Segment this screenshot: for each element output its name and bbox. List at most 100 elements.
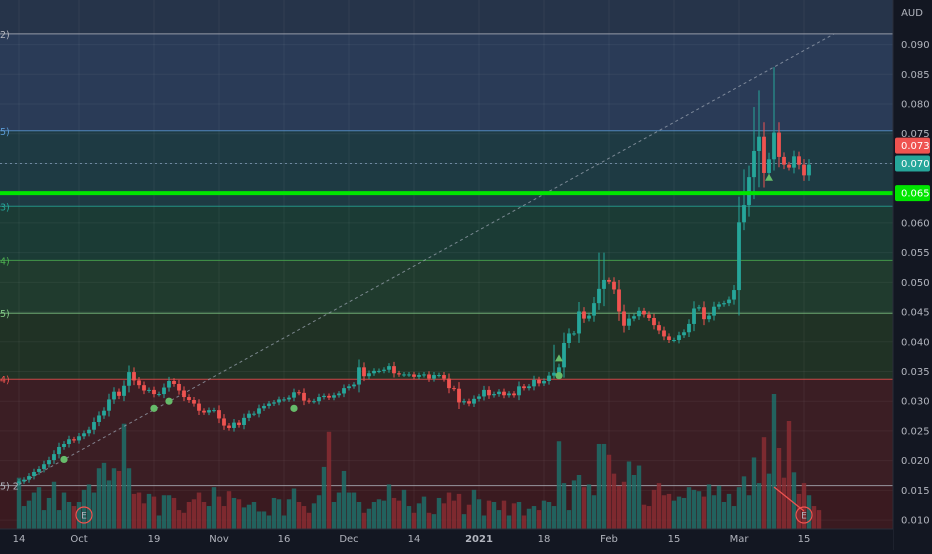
candle: [722, 300, 726, 307]
candle: [717, 301, 721, 310]
candle-body: [382, 369, 386, 371]
candle: [342, 384, 346, 398]
candle: [262, 403, 266, 411]
volume-bar: [661, 495, 667, 529]
candle-body: [142, 385, 146, 391]
candle: [807, 159, 811, 181]
candle-body: [722, 303, 726, 305]
volume-bar: [46, 497, 52, 529]
candle-body: [352, 384, 356, 387]
x-tick-label: Feb: [600, 534, 618, 545]
candle-body: [747, 177, 751, 206]
candle: [652, 313, 656, 330]
candle: [702, 301, 706, 326]
candle: [627, 314, 631, 331]
volume-bar: [436, 497, 442, 529]
candle: [507, 391, 511, 398]
volume-bar: [266, 515, 272, 529]
volume-bar: [171, 497, 177, 529]
candle: [267, 400, 271, 409]
candle-body: [617, 289, 621, 312]
candle-body: [272, 402, 276, 404]
candle-body: [772, 132, 776, 160]
candle-body: [762, 136, 766, 173]
volume-bar: [86, 484, 92, 529]
candle: [32, 468, 36, 480]
volume-bar: [656, 483, 662, 529]
candle: [502, 388, 506, 399]
candle-body: [182, 390, 186, 398]
candle: [567, 328, 571, 349]
candle: [107, 393, 111, 417]
volume-bar: [641, 504, 647, 529]
y-tick-label: 0.020: [901, 456, 930, 467]
volume-bar: [731, 506, 737, 529]
x-tick-label: Oct: [70, 534, 87, 545]
candle: [447, 373, 451, 394]
candle-body: [247, 413, 251, 418]
candle: [562, 332, 566, 378]
volume-bar: [541, 500, 547, 529]
candle-body: [117, 391, 121, 396]
volume-bar: [766, 473, 772, 529]
volume-bar: [36, 487, 42, 529]
volume-bar: [711, 495, 717, 529]
candle: [192, 396, 196, 407]
signal-circle: [165, 397, 173, 405]
candle: [147, 387, 151, 393]
volume-bar: [546, 502, 552, 529]
fib-band: [0, 379, 893, 486]
candle: [802, 159, 806, 181]
candle-body: [572, 333, 576, 335]
candle-body: [677, 335, 681, 340]
candle: [647, 311, 651, 322]
candle: [492, 391, 496, 398]
candle-body: [592, 303, 596, 316]
candle-body: [277, 399, 281, 403]
candle-body: [242, 417, 246, 425]
candle-body: [487, 389, 491, 396]
candle-body: [542, 380, 546, 384]
candle-body: [102, 410, 106, 416]
candle-body: [667, 336, 671, 340]
volume-bar: [256, 511, 262, 529]
candle-body: [112, 391, 116, 400]
volume-bar: [506, 515, 512, 529]
volume-bar: [501, 500, 507, 529]
volume-bar: [121, 423, 127, 529]
volume-bar: [306, 512, 312, 529]
volume-bar: [401, 489, 407, 529]
candle-body: [177, 383, 181, 391]
y-tick-label: 0.090: [901, 40, 930, 51]
candle-body: [312, 401, 316, 403]
candle-body: [127, 372, 131, 386]
candle-body: [547, 375, 551, 381]
candle: [727, 296, 731, 307]
candle: [512, 391, 516, 398]
candle: [787, 161, 791, 171]
candle: [312, 398, 316, 404]
candle-body: [532, 379, 536, 387]
candle-body: [777, 132, 781, 157]
fib-level-label: 4): [0, 256, 10, 267]
candle-body: [252, 413, 256, 415]
candle: [272, 399, 276, 406]
candle: [42, 460, 46, 473]
volume-bar: [381, 500, 387, 529]
volume-bar: [741, 476, 747, 529]
volume-bar: [761, 437, 767, 529]
candle-body: [447, 378, 451, 389]
fib-band: [0, 260, 893, 314]
candle-body: [412, 374, 416, 377]
volume-bar: [26, 500, 32, 529]
candle: [302, 388, 306, 406]
candle-body: [402, 374, 406, 376]
candle: [282, 397, 286, 402]
candle-body: [582, 311, 586, 319]
signal-triangle: [765, 173, 773, 181]
volume-bar: [96, 468, 102, 529]
volume-bar: [446, 492, 452, 529]
candle-body: [652, 317, 656, 326]
candle-body: [577, 311, 581, 334]
candle-body: [282, 399, 286, 401]
